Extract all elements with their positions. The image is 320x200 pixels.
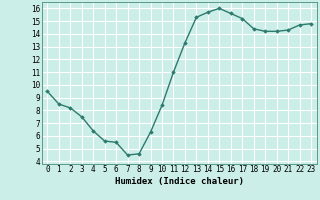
X-axis label: Humidex (Indice chaleur): Humidex (Indice chaleur) xyxy=(115,177,244,186)
